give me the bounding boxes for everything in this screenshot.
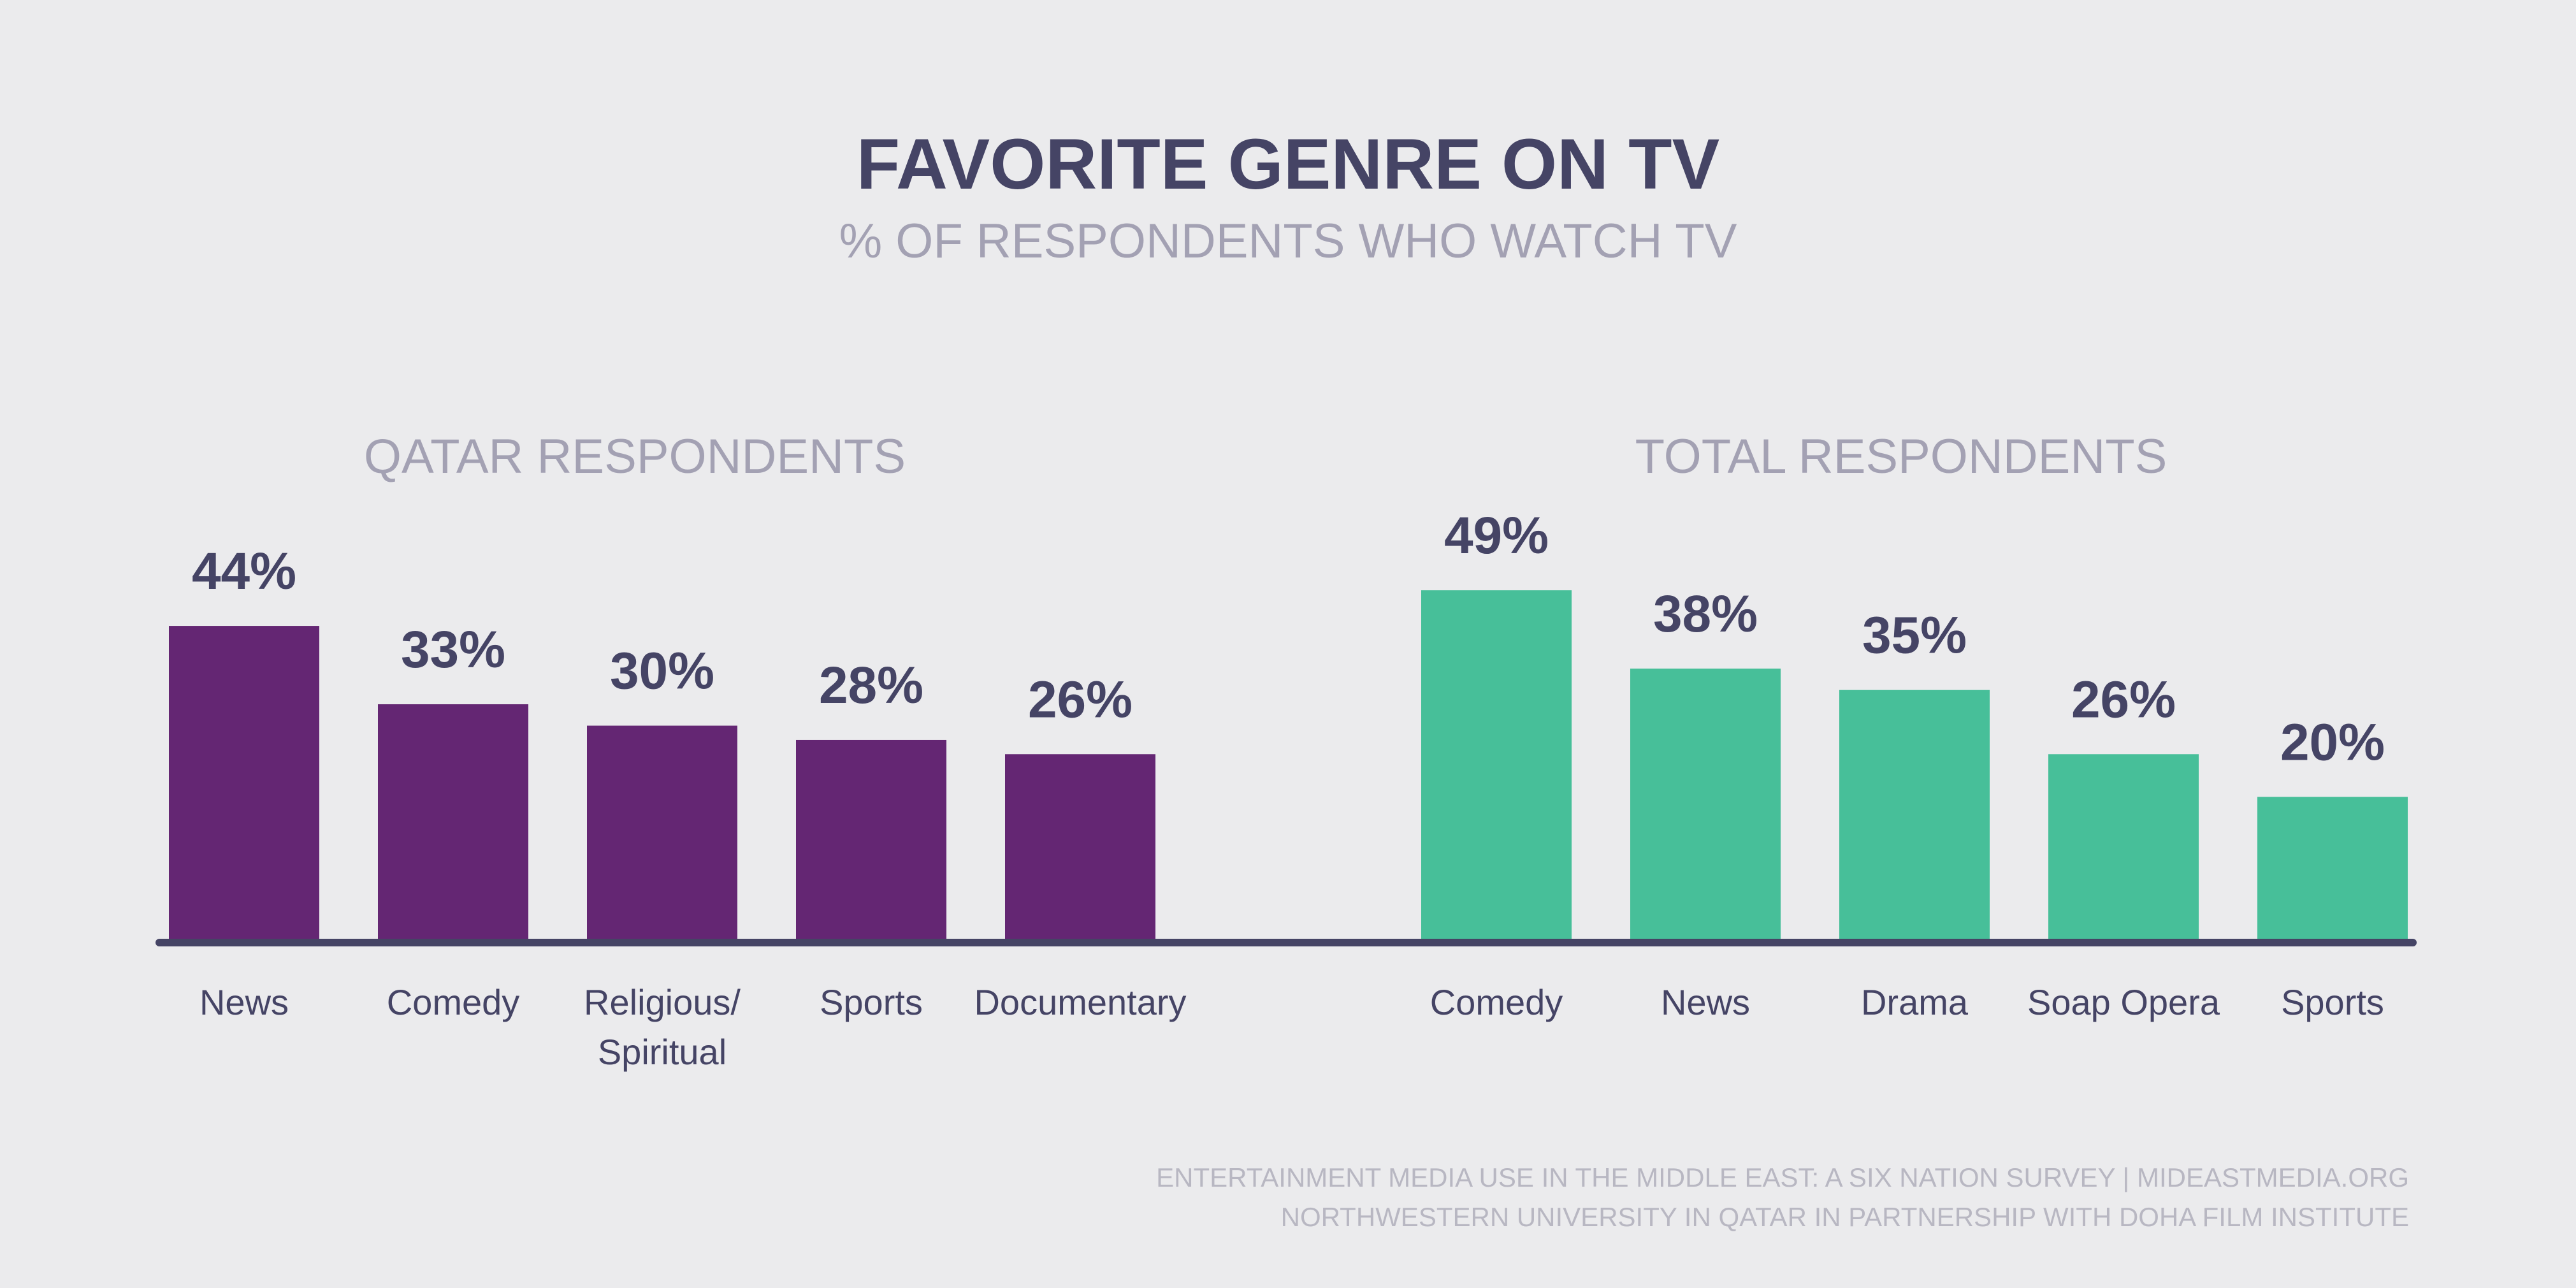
category-label-1-2: Drama [1861, 982, 1969, 1022]
category-label-1-1: News [1661, 982, 1750, 1022]
bar-0-4 [1005, 754, 1155, 939]
value-label-0-0: 44% [192, 542, 296, 600]
bar-0-0 [169, 626, 319, 939]
footer-line-1: ENTERTAINMENT MEDIA USE IN THE MIDDLE EA… [1156, 1162, 2409, 1192]
chart-title: FAVORITE GENRE ON TV [857, 124, 1720, 204]
value-label-0-1: 33% [401, 621, 505, 679]
category-label-1-0: Comedy [1430, 982, 1563, 1022]
bars-layer: 44% News 33% Comedy 30% Religious/Spiritual 28… [169, 507, 2408, 1072]
panel-title-qatar: QATAR RESPONDENTS [364, 430, 906, 484]
category-label-0-0: News [199, 982, 289, 1022]
bar-1-1 [1630, 669, 1781, 939]
bar-1-0 [1421, 590, 1572, 939]
value-label-1-2: 35% [1862, 607, 1967, 665]
category-label-0-3: Sports [820, 982, 923, 1022]
category-label-0-2: Religious/Spiritual [584, 982, 741, 1072]
value-label-0-3: 28% [819, 656, 923, 714]
value-label-0-2: 30% [610, 642, 714, 700]
value-label-1-1: 38% [1653, 585, 1758, 643]
bar-1-2 [1839, 690, 1990, 939]
bar-1-3 [2048, 754, 2199, 939]
category-label-0-1: Comedy [387, 982, 520, 1022]
value-label-1-0: 49% [1444, 507, 1549, 565]
category-label-1-4: Sports [2281, 982, 2384, 1022]
panel-title-total: TOTAL RESPONDENTS [1635, 430, 2167, 484]
value-label-0-4: 26% [1028, 670, 1132, 728]
bar-0-2 [587, 725, 737, 939]
category-label-0-4: Documentary [974, 982, 1186, 1022]
chart-subtitle: % OF RESPONDENTS WHO WATCH TV [839, 214, 1737, 268]
bar-0-1 [378, 704, 528, 939]
category-label-1-3: Soap Opera [2027, 982, 2220, 1022]
value-label-1-3: 26% [2071, 670, 2176, 728]
bar-0-3 [796, 739, 946, 939]
bar-1-4 [2257, 797, 2408, 939]
value-label-1-4: 20% [2280, 713, 2385, 771]
footer-line-2: NORTHWESTERN UNIVERSITY IN QATAR IN PART… [1281, 1202, 2409, 1232]
